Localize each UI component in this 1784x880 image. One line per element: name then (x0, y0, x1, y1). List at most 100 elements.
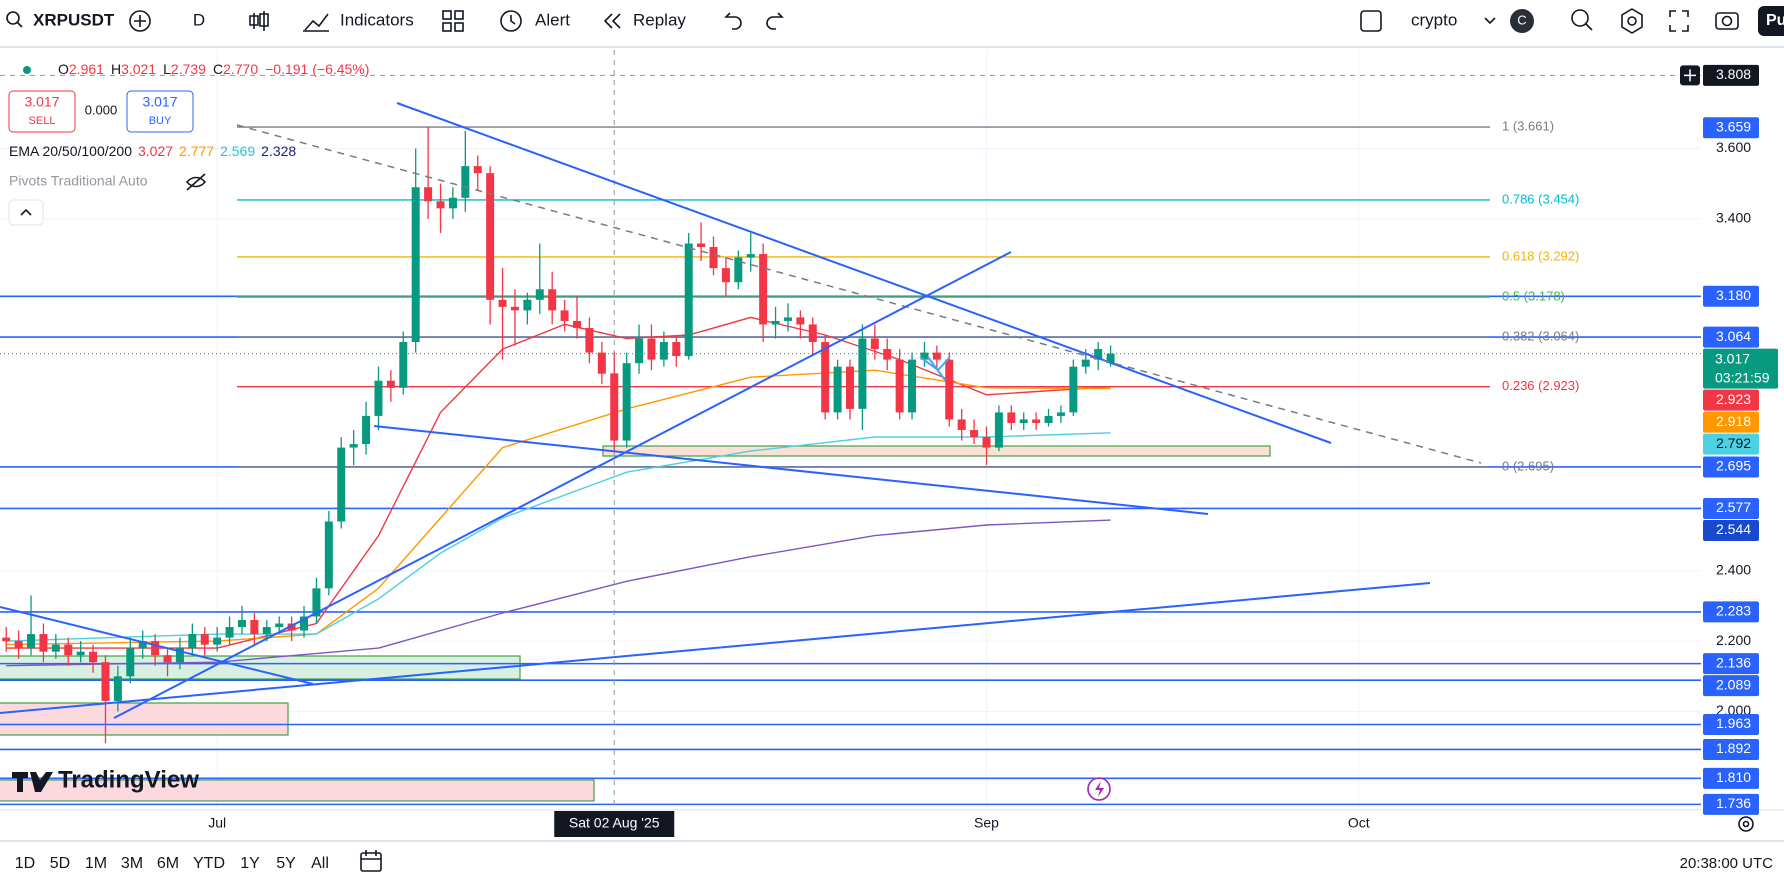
x-tick-label: Oct (1348, 815, 1370, 831)
candle-body (635, 338, 644, 364)
toolbar-bg (0, 0, 1784, 46)
interval[interactable]: D (193, 10, 205, 29)
date-range-icon[interactable] (360, 852, 382, 872)
fullscreen[interactable] (1669, 10, 1689, 32)
price-badge-label: 2.089 (1716, 676, 1751, 692)
price-badge-label: 2.577 (1716, 499, 1751, 515)
add-symbol[interactable] (129, 10, 151, 32)
time-range[interactable]: 1M (85, 855, 107, 872)
collapse-button[interactable] (8, 199, 44, 226)
layout-square[interactable] (1360, 10, 1382, 32)
search-icon[interactable] (16, 21, 23, 28)
fib-label: 1 (3.661) (1502, 118, 1554, 133)
candle-body (833, 366, 842, 413)
crosshair-time-label: Sat 02 Aug '25 (569, 815, 660, 831)
candle-body (1081, 359, 1090, 367)
sell-button[interactable] (8, 90, 76, 133)
avatar-bg[interactable] (1510, 9, 1534, 33)
toolbar-item[interactable]: Indicators (340, 10, 414, 29)
replay-icon[interactable] (603, 13, 621, 29)
zone (0, 702, 289, 736)
buy-price[interactable]: 3.017 (142, 94, 177, 110)
templates[interactable] (442, 10, 452, 20)
ema-value: 2.569 (220, 143, 255, 159)
sell-label[interactable]: SELL (29, 115, 56, 127)
price-badge-label: 2.792 (1716, 435, 1751, 451)
search-icon[interactable] (6, 11, 20, 25)
alert-icon[interactable] (510, 15, 516, 25)
templates[interactable] (442, 22, 452, 32)
event-icon[interactable] (1095, 781, 1104, 797)
date-range-icon[interactable] (361, 850, 381, 860)
snapshot[interactable] (1715, 12, 1739, 30)
toolbar-item[interactable]: Alert (535, 10, 570, 29)
toolbar-item[interactable]: Replay (633, 10, 686, 29)
sell-price[interactable]: 3.017 (24, 94, 59, 110)
candle-body (436, 201, 445, 209)
indicators-icon[interactable] (303, 13, 329, 32)
time-range[interactable]: 1Y (240, 855, 260, 872)
ohlc-value: 2.770 (223, 61, 258, 77)
account-button[interactable] (1758, 6, 1784, 36)
clock[interactable]: 20:38:00 UTC (1680, 855, 1774, 872)
ohlc-change: −0.191 (−6.45%) (265, 61, 369, 77)
crosshair-plus-icon[interactable] (1684, 69, 1696, 82)
time-range[interactable]: 6M (157, 855, 179, 872)
undo[interactable] (724, 12, 742, 30)
add-symbol[interactable] (134, 15, 146, 27)
time-range[interactable]: YTD (193, 855, 225, 872)
candle-body (883, 349, 892, 360)
avatar[interactable]: C (1517, 12, 1526, 27)
candle-body (113, 676, 122, 701)
layout-name[interactable]: crypto (1411, 10, 1457, 29)
buy-button[interactable] (126, 90, 194, 133)
quick-search[interactable] (1585, 23, 1593, 31)
time-range[interactable]: 5Y (276, 855, 296, 872)
trendline (396, 102, 1332, 444)
candle-body (14, 641, 23, 649)
price-badge-label: 2.136 (1716, 654, 1751, 670)
hidden-icon[interactable] (185, 173, 207, 191)
account[interactable]: Pu (1766, 12, 1784, 29)
time-range[interactable]: 1D (15, 855, 35, 872)
settings[interactable] (1621, 8, 1643, 34)
buy-label[interactable]: BUY (149, 115, 172, 127)
templates[interactable] (454, 22, 464, 32)
candle-body (945, 359, 954, 420)
candle-body (908, 359, 917, 413)
candle-body (808, 324, 817, 343)
zone (602, 445, 1271, 457)
candle-body (697, 243, 706, 248)
templates[interactable] (454, 10, 464, 20)
candle-body (126, 648, 135, 677)
event-icon[interactable] (1087, 777, 1111, 801)
time-range[interactable]: All (311, 855, 329, 872)
candle-body (2, 637, 11, 642)
snapshot[interactable] (1721, 15, 1733, 27)
alert-icon[interactable] (500, 10, 522, 32)
axis-settings[interactable] (1742, 820, 1750, 828)
candle-body (709, 247, 718, 269)
candle-body (498, 299, 507, 307)
ema-title: EMA 20/50/100/200 (9, 143, 132, 159)
quick-search[interactable] (1571, 9, 1589, 27)
candle-body (163, 655, 172, 663)
time-range[interactable]: 3M (121, 855, 143, 872)
symbol[interactable]: XRPUSDT (33, 10, 115, 29)
collapse-icon[interactable] (20, 208, 32, 216)
grid (0, 50, 1700, 810)
pivots-legend: Pivots Traditional Auto (9, 173, 148, 189)
status-dot (23, 66, 31, 74)
redo[interactable] (766, 12, 784, 30)
chevron[interactable] (1484, 17, 1496, 25)
candle-body (486, 173, 495, 300)
candle-body (138, 641, 147, 649)
chart-type[interactable] (249, 11, 269, 31)
settings[interactable] (1627, 16, 1637, 26)
trendline (373, 425, 1209, 515)
candle-body (89, 651, 98, 663)
crosshair-price-badge (1703, 64, 1759, 86)
time-range[interactable]: 5D (50, 855, 70, 872)
axis-settings[interactable] (1738, 816, 1754, 832)
